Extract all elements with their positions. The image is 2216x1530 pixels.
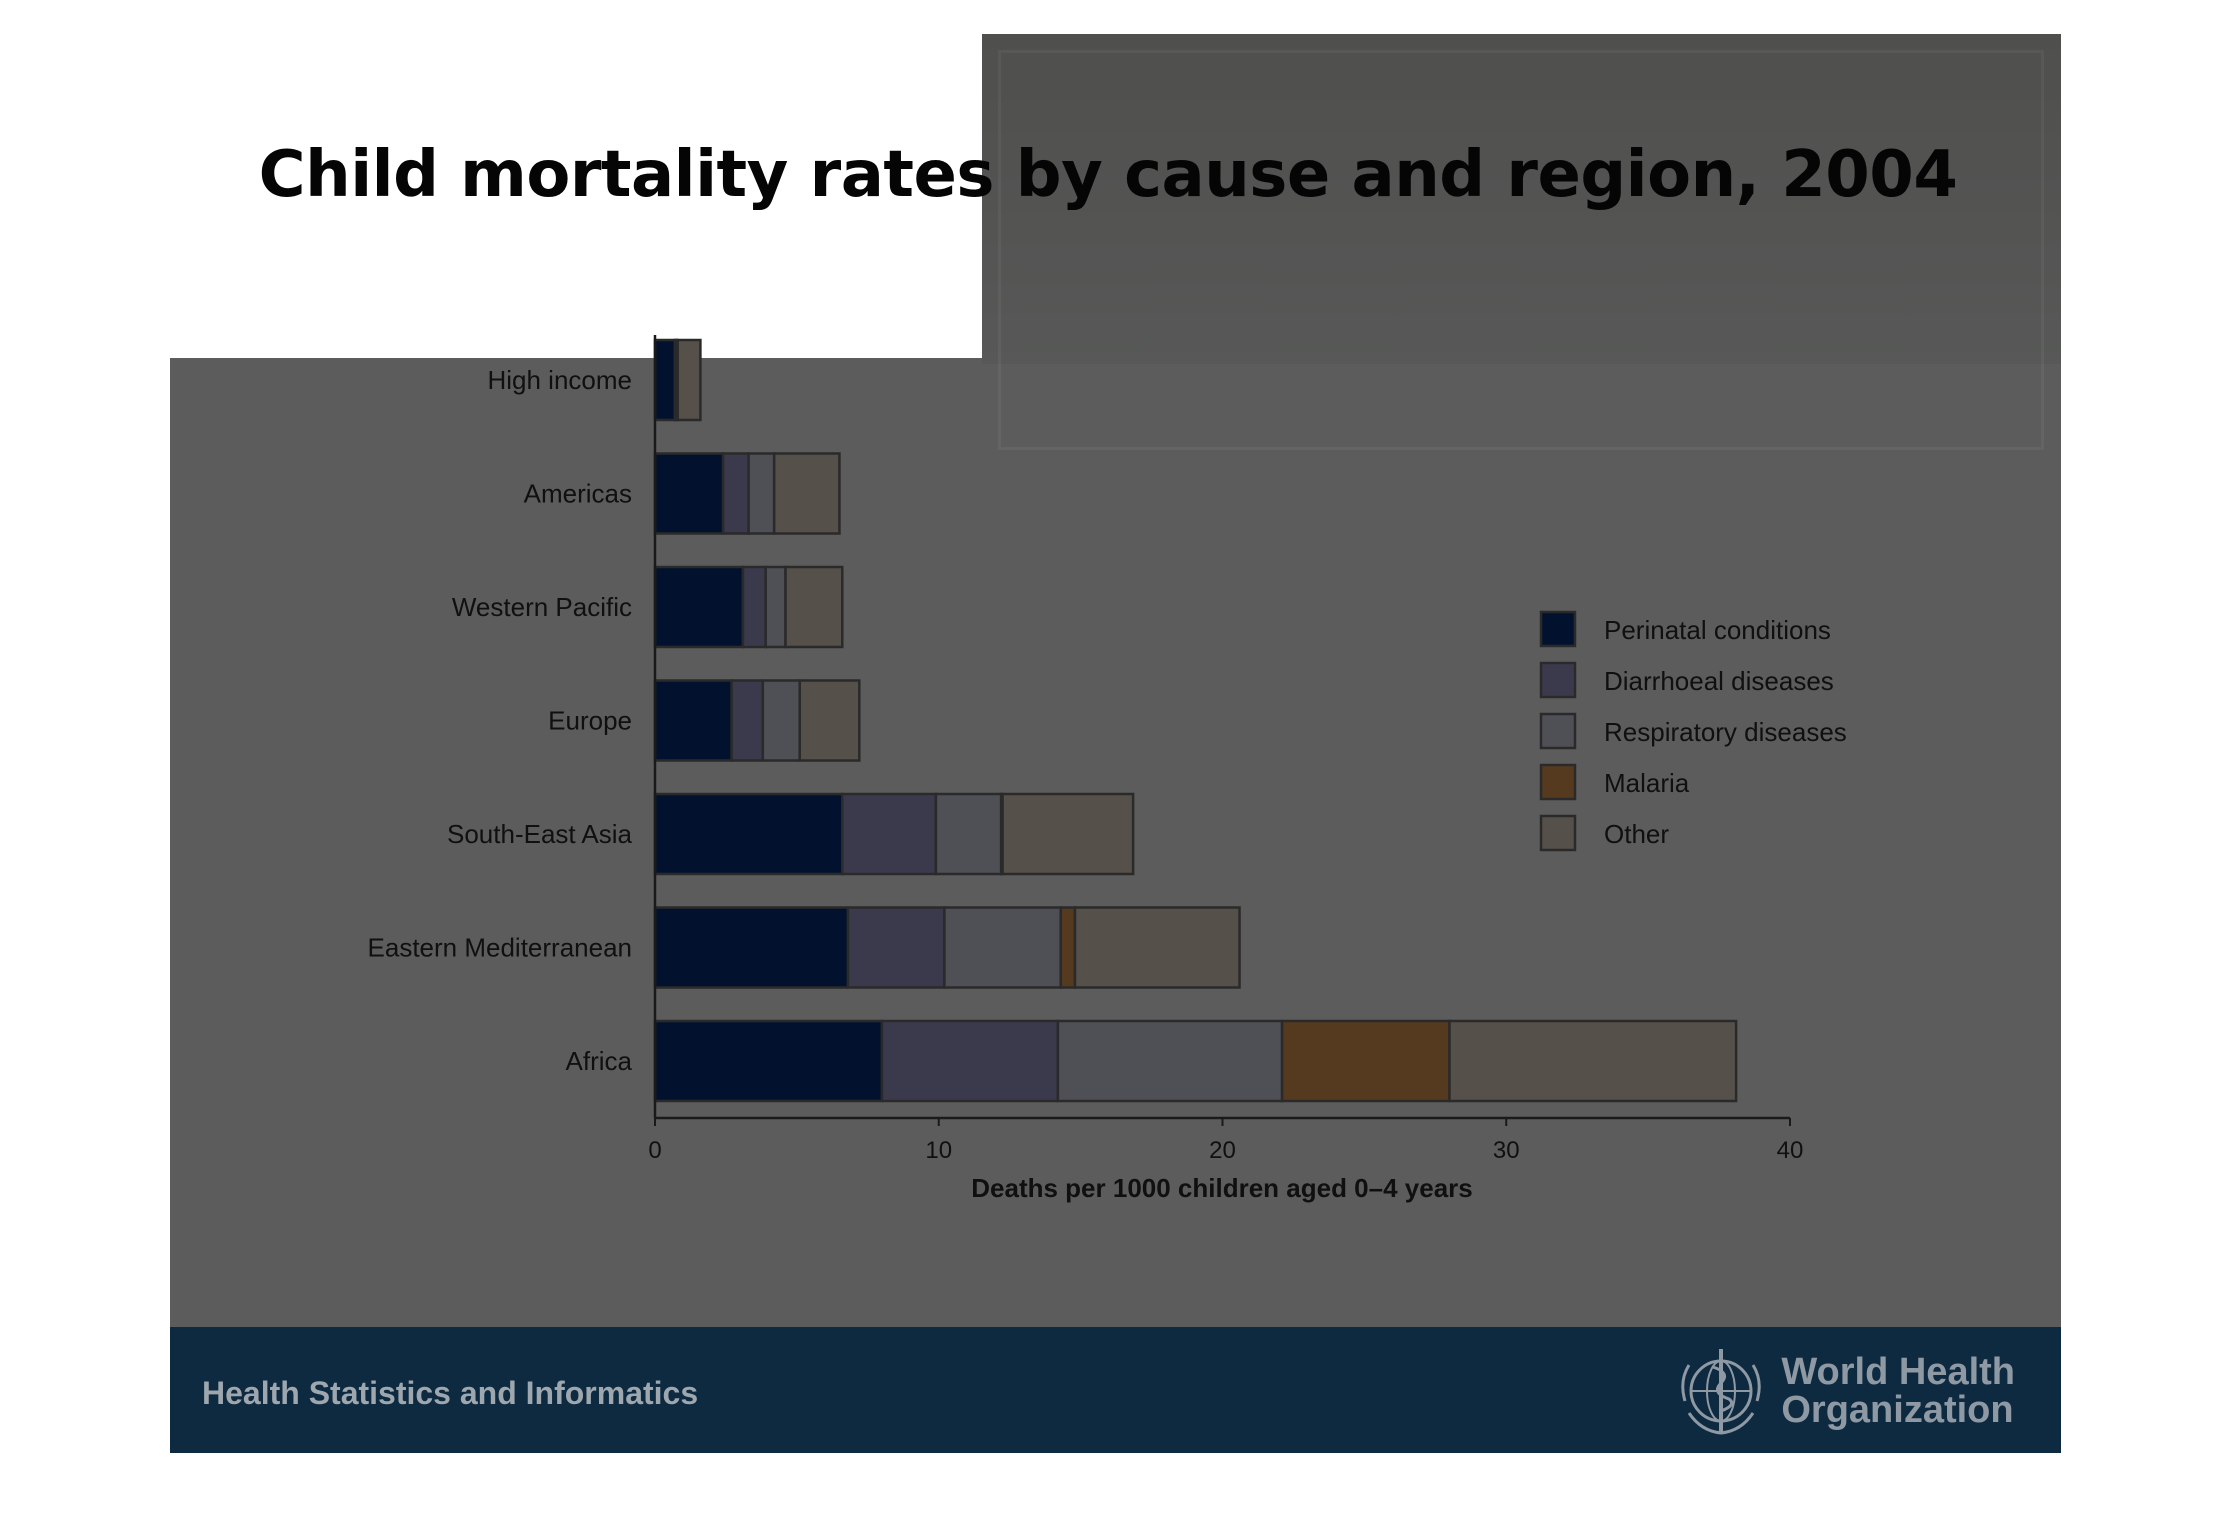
- legend-swatch-other: [1539, 814, 1577, 852]
- category-label-africa: Africa: [566, 1046, 633, 1076]
- bar-europe-diarrhoeal-diseases: [730, 679, 765, 762]
- footer-text: Health Statistics and Informatics: [202, 1375, 699, 1411]
- x-axis-title: Deaths per 1000 children aged 0–4 years: [971, 1173, 1473, 1203]
- bars-layer: [653, 338, 1738, 1103]
- bar-africa-other: [1448, 1019, 1738, 1103]
- bar-south-east-asia-respiratory-diseases: [934, 792, 1003, 876]
- bar-western-pacific-diarrhoeal-diseases: [741, 565, 767, 649]
- who-logo: World Health Organization: [1671, 1341, 2015, 1441]
- legend-swatch-perinatal-conditions: [1539, 610, 1577, 648]
- bar-eastern-mediterranean-diarrhoeal-diseases: [846, 906, 946, 989]
- slide-frame: [998, 50, 2044, 450]
- x-tick-label-20: 20: [1209, 1137, 1236, 1164]
- bar-eastern-mediterranean-malaria: [1059, 906, 1077, 989]
- stacked-bar-chart: High income Americas Western Pacific Europe…: [368, 335, 1847, 1203]
- bar-eastern-mediterranean-perinatal-conditions: [653, 906, 850, 989]
- category-labels: High income Americas Western Pacific Europe…: [368, 365, 633, 1076]
- bar-africa-diarrhoeal-diseases: [880, 1019, 1060, 1103]
- legend-swatch-diarrhoeal-diseases: [1539, 661, 1577, 699]
- bar-south-east-asia-other: [1001, 792, 1135, 876]
- legend-swatch-malaria: [1539, 763, 1577, 801]
- legend: Perinatal conditions Diarrhoeal diseases R…: [1539, 610, 1847, 852]
- legend-label-respiratory-diseases: Respiratory diseases: [1604, 717, 1847, 747]
- category-label-high-income: High income: [487, 365, 632, 395]
- bar-eastern-mediterranean-other: [1073, 906, 1241, 989]
- who-name-line2: Organization: [1781, 1389, 2014, 1431]
- x-axis-ticks: 0 10 20 30 40: [648, 1118, 1803, 1164]
- slide-header-panel: [982, 34, 2061, 364]
- bar-europe-perinatal-conditions: [653, 679, 733, 762]
- category-label-western-pacific: Western Pacific: [452, 592, 632, 622]
- category-label-eastern-mediterranean: Eastern Mediterranean: [368, 933, 632, 963]
- title-backdrop: [170, 34, 982, 354]
- bar-africa-malaria: [1280, 1019, 1451, 1103]
- bar-western-pacific-perinatal-conditions: [653, 565, 745, 649]
- category-label-europe: Europe: [548, 706, 632, 736]
- bar-high-income-other: [676, 338, 702, 422]
- legend-label-other: Other: [1604, 819, 1669, 849]
- bar-europe-other: [798, 679, 861, 762]
- legend-swatch-respiratory-diseases: [1539, 712, 1577, 750]
- legend-label-perinatal-conditions: Perinatal conditions: [1604, 615, 1831, 645]
- bar-south-east-asia-perinatal-conditions: [653, 792, 844, 876]
- bar-south-east-asia-diarrhoeal-diseases: [841, 792, 938, 876]
- who-name-line1: World Health: [1781, 1351, 2015, 1393]
- bar-high-income-perinatal-conditions: [653, 338, 677, 422]
- bar-eastern-mediterranean-respiratory-diseases: [943, 906, 1063, 989]
- bar-western-pacific-other: [784, 565, 844, 649]
- x-tick-label-40: 40: [1777, 1137, 1804, 1164]
- x-tick-label-10: 10: [925, 1137, 952, 1164]
- slide-title: Child mortality rates by cause and regio…: [258, 138, 1958, 212]
- who-emblem-icon: [1681, 1349, 1762, 1435]
- x-tick-label-0: 0: [648, 1137, 661, 1164]
- bar-western-pacific-respiratory-diseases: [764, 565, 787, 649]
- footer-bar: Health Statistics and Informatics World …: [170, 1327, 2061, 1453]
- bar-europe-respiratory-diseases: [761, 679, 801, 762]
- bar-americas-respiratory-diseases: [747, 452, 776, 535]
- category-label-south-east-asia: South-East Asia: [447, 819, 633, 849]
- bar-americas-other: [772, 452, 841, 535]
- category-label-americas: Americas: [524, 479, 632, 509]
- bar-africa-perinatal-conditions: [653, 1019, 884, 1103]
- bar-americas-perinatal-conditions: [653, 452, 725, 535]
- bar-africa-respiratory-diseases: [1056, 1019, 1284, 1103]
- legend-label-malaria: Malaria: [1604, 768, 1690, 798]
- who-name: World Health Organization: [1781, 1353, 2015, 1429]
- legend-label-diarrhoeal-diseases: Diarrhoeal diseases: [1604, 666, 1834, 696]
- x-tick-label-30: 30: [1493, 1137, 1520, 1164]
- bar-americas-diarrhoeal-diseases: [721, 452, 750, 535]
